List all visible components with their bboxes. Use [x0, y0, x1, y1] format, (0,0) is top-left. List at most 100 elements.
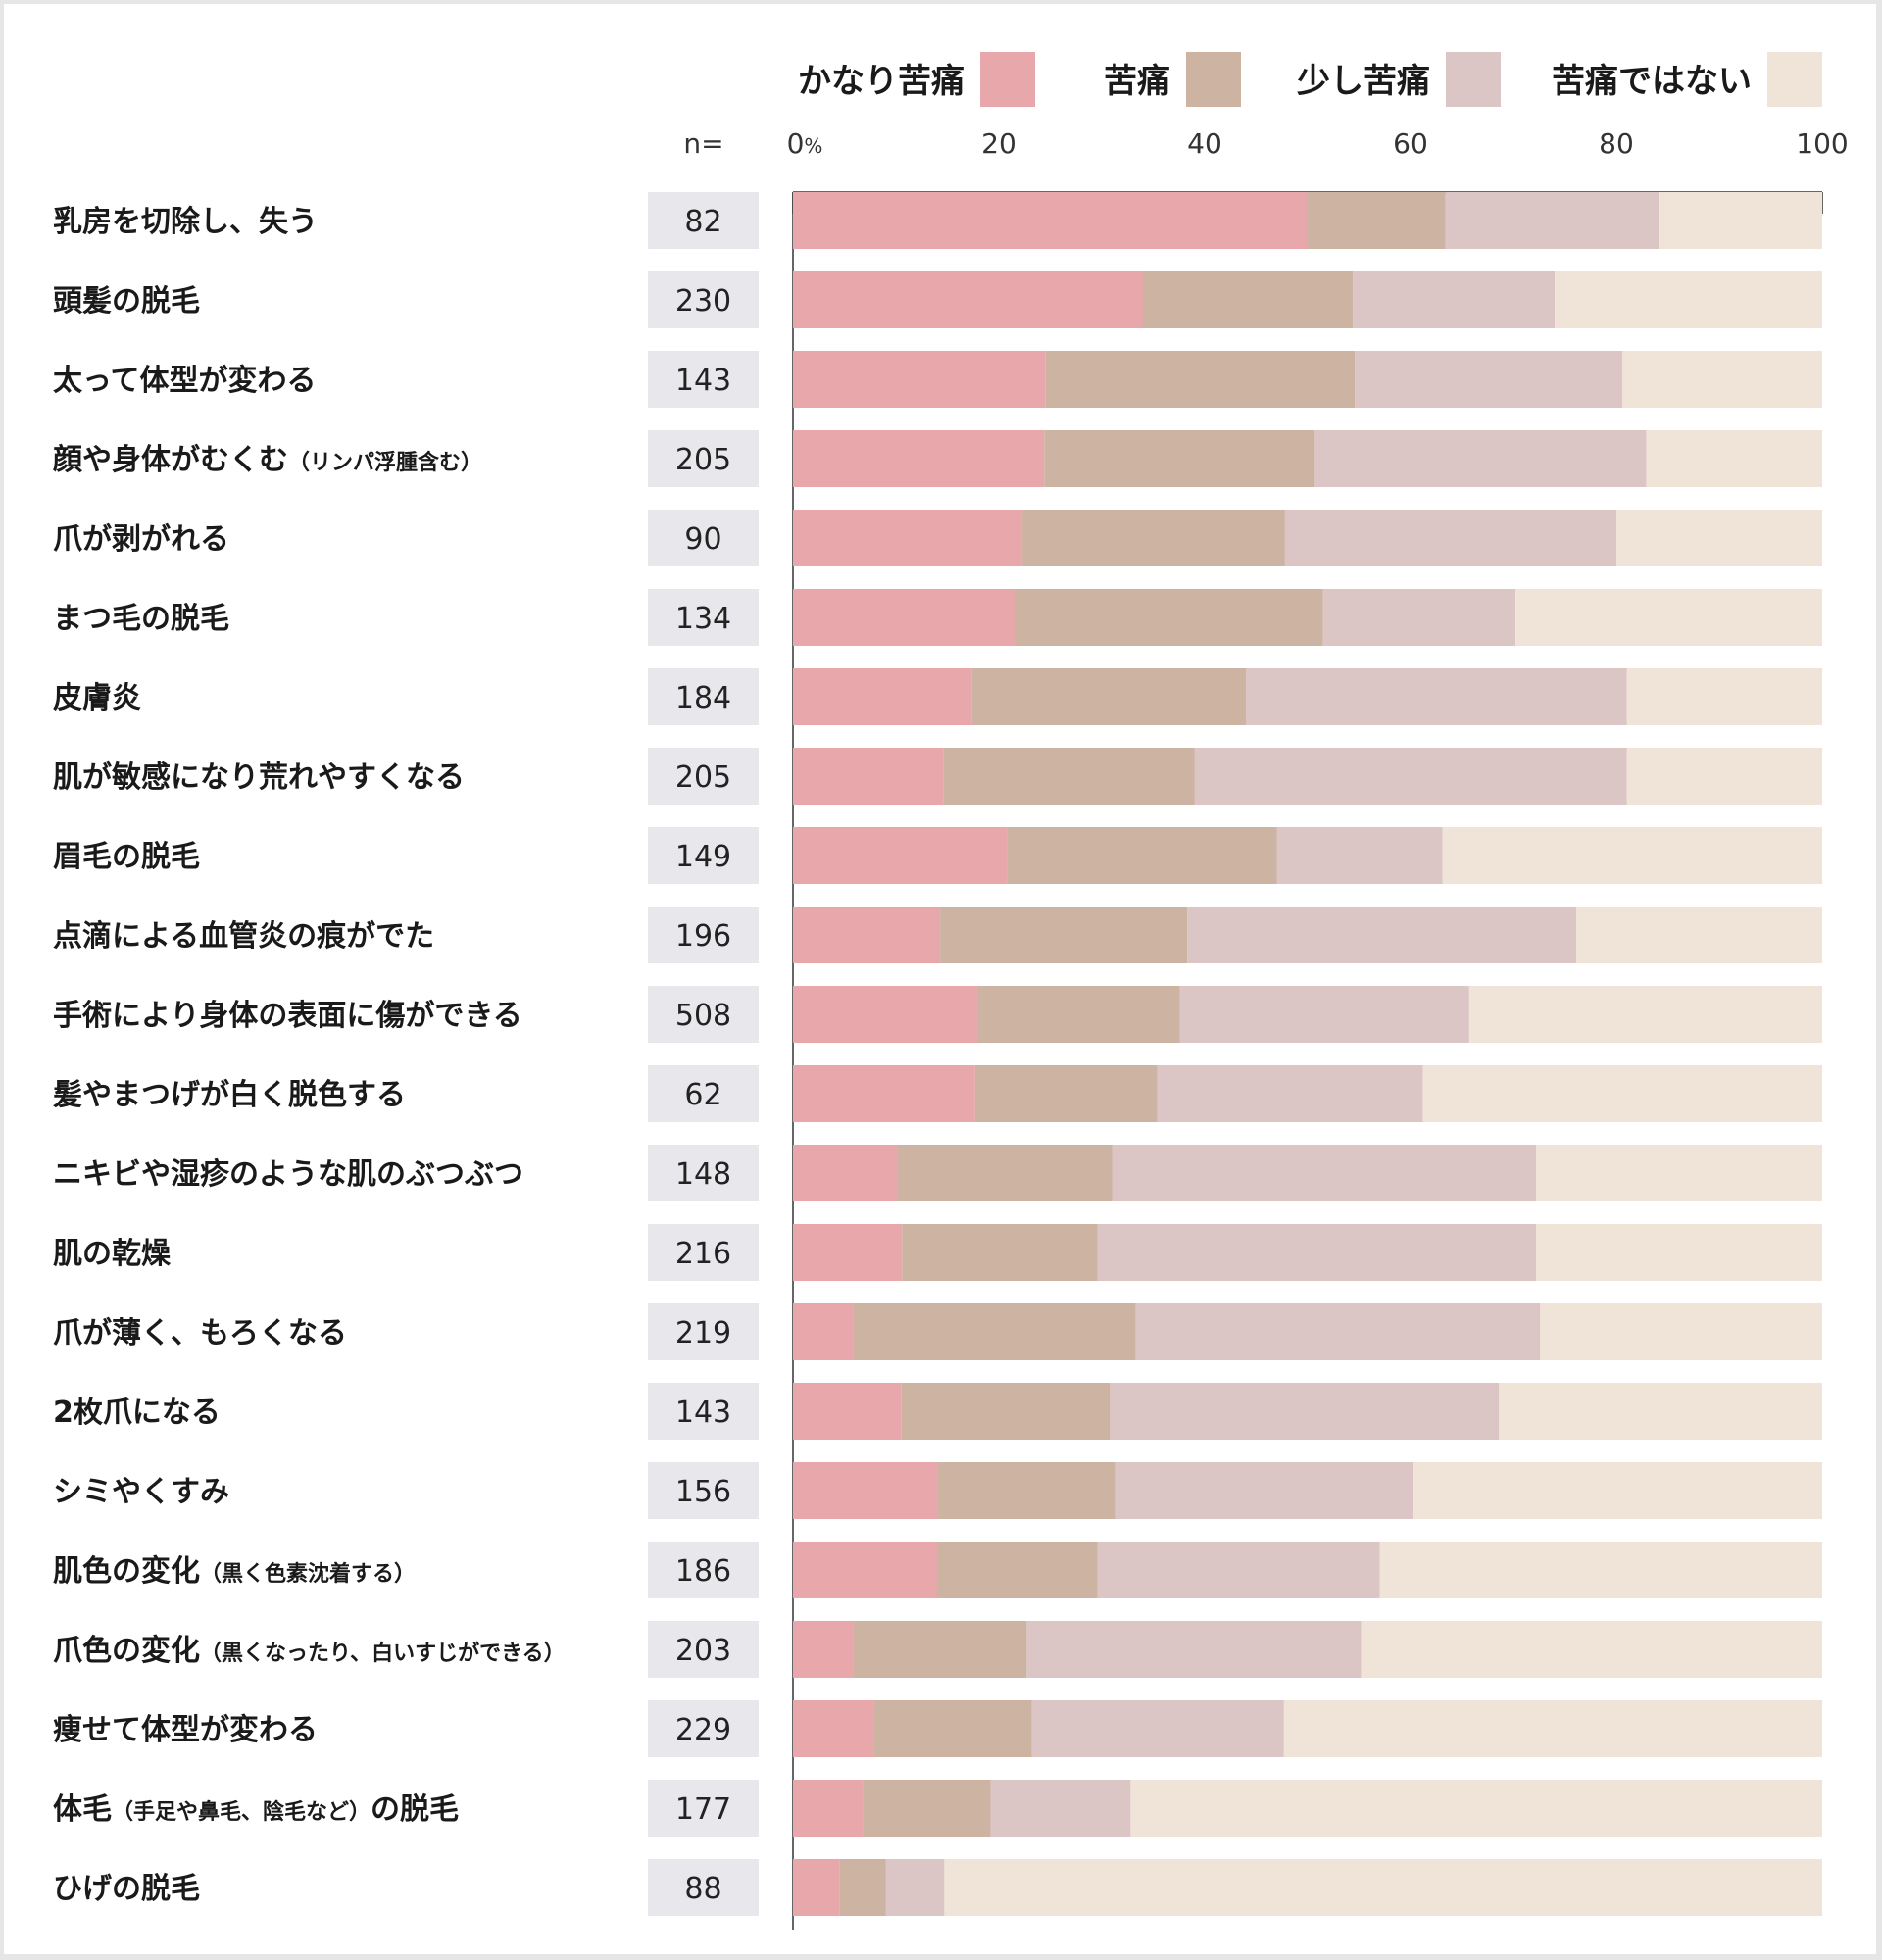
bar-segment — [1555, 271, 1822, 328]
chart-row: 太って体型が変わる 143 — [53, 351, 1822, 408]
n-value: 219 — [675, 1316, 731, 1350]
bar-segment — [944, 1859, 1822, 1916]
chart-frame: かなり苦痛 苦痛 少し苦痛 苦痛ではない n= 0% 20 40 60 80 100 乳房を切除し… — [4, 4, 1876, 1954]
n-box — [648, 1542, 759, 1598]
n-value: 88 — [684, 1872, 721, 1906]
legend-label: 苦痛ではない — [1552, 62, 1752, 101]
n-box — [648, 1621, 759, 1678]
bar-segment — [1540, 1303, 1822, 1360]
n-box — [648, 1859, 759, 1916]
n-box — [648, 1780, 759, 1837]
bar-segment — [902, 1224, 1098, 1281]
bar-segment — [1283, 1700, 1822, 1757]
chart-row: シミやくすみ 156 — [53, 1462, 1822, 1519]
chart-row: 肌が敏感になり荒れやすくなる 205 — [53, 748, 1822, 805]
n-value: 156 — [675, 1475, 731, 1509]
bar-segment — [1179, 986, 1469, 1043]
bar-segment — [1646, 430, 1822, 487]
chart-row: 肌色の変化（黒く色素沈着する） 186 — [53, 1542, 1822, 1598]
tick-label: 100 — [1796, 127, 1848, 160]
bar-segment — [1314, 430, 1647, 487]
chart-row: 眉毛の脱毛 149 — [53, 827, 1822, 884]
tick-label: 0% — [787, 127, 823, 160]
row-label: ニキビや湿疹のような肌のぶつぶつ — [53, 1157, 523, 1192]
row-label: 体毛（手足や鼻毛、陰毛など）の脱毛 — [53, 1792, 459, 1827]
n-box — [648, 192, 759, 249]
chart-row: 体毛（手足や鼻毛、陰毛など）の脱毛 177 — [53, 1780, 1822, 1837]
row-label: 顔や身体がむくむ（リンパ浮腫含む） — [53, 443, 482, 477]
chart-row: 2枚爪になる 143 — [53, 1383, 1822, 1440]
bar-segment — [1322, 589, 1516, 646]
bar-segment — [793, 1700, 874, 1757]
bar-segment — [793, 1621, 854, 1678]
n-box — [648, 986, 759, 1043]
bar-segment — [1413, 1462, 1822, 1519]
bar-segment — [1284, 510, 1616, 566]
legend-swatch — [1186, 52, 1241, 107]
bar-segment — [1276, 827, 1443, 884]
legend: かなり苦痛 苦痛 少し苦痛 苦痛ではない — [798, 52, 1822, 107]
bar-segment — [793, 589, 1015, 646]
n-box — [648, 1700, 759, 1757]
chart-row: 髪やまつげが白く脱色する 62 — [52, 1065, 1822, 1122]
bar-segment — [1031, 1700, 1284, 1757]
n-value: 205 — [675, 443, 731, 477]
n-value: 205 — [675, 760, 731, 795]
row-label: まつ毛の脱毛 — [53, 602, 229, 636]
bar-segment — [839, 1859, 886, 1916]
bar-segment — [793, 748, 944, 805]
tick-label: 20 — [981, 127, 1016, 160]
row-label: 点滴による血管炎の痕がでた — [53, 919, 434, 954]
row-label: 爪が剥がれる — [53, 522, 229, 557]
bar-segment — [853, 1621, 1027, 1678]
row-label: 皮膚炎 — [53, 681, 141, 715]
n-value: 186 — [675, 1554, 731, 1589]
bar-segment — [885, 1859, 945, 1916]
bar-segment — [1007, 827, 1277, 884]
bar-segment — [1015, 589, 1323, 646]
n-box — [648, 1462, 759, 1519]
chart-row: 頭髪の脱毛 230 — [53, 271, 1822, 328]
n-value: 216 — [675, 1237, 731, 1271]
row-label: 乳房を切除し、失う — [53, 205, 318, 239]
n-box — [648, 827, 759, 884]
n-box — [648, 351, 759, 408]
bar-segment — [853, 1303, 1136, 1360]
n-value: 90 — [684, 522, 721, 557]
n-header: n= — [683, 127, 723, 160]
bar-segment — [1246, 668, 1627, 725]
legend-label: かなり苦痛 — [798, 62, 965, 101]
chart-rows: 乳房を切除し、失う 82 頭髪の脱毛 230 太って体型が変わる 143 顔や身体がむくむ（… — [52, 192, 1822, 1916]
bar-segment — [793, 1145, 898, 1201]
row-label: 2枚爪になる — [53, 1396, 221, 1430]
n-value: 177 — [675, 1792, 731, 1827]
bar-segment — [793, 1780, 864, 1837]
bar-segment — [793, 1859, 840, 1916]
bar-segment — [1097, 1542, 1380, 1598]
chart-row: 爪が剥がれる 90 — [53, 510, 1822, 566]
chart-row: ニキビや湿疹のような肌のぶつぶつ 148 — [53, 1145, 1822, 1201]
n-value: 229 — [675, 1713, 731, 1747]
bar-segment — [1659, 192, 1822, 249]
bar-segment — [943, 748, 1195, 805]
bar-segment — [1616, 510, 1822, 566]
n-value: 148 — [675, 1157, 731, 1192]
bar-segment — [793, 1065, 975, 1122]
bar-segment — [793, 351, 1046, 408]
bar-segment — [897, 1145, 1113, 1201]
bar-segment — [937, 1542, 1098, 1598]
bar-segment — [793, 1303, 854, 1360]
row-label: 髪やまつげが白く脱色する — [52, 1078, 406, 1112]
bar-segment — [974, 1065, 1158, 1122]
bar-segment — [1097, 1224, 1537, 1281]
n-value: 149 — [675, 840, 731, 874]
tick-label: 60 — [1393, 127, 1428, 160]
bar-segment — [793, 1462, 939, 1519]
n-box — [648, 1065, 759, 1122]
bar-segment — [793, 1224, 903, 1281]
row-label: 痩せて体型が変わる — [53, 1713, 318, 1747]
bar-segment — [1157, 1065, 1423, 1122]
bar-segment — [1576, 906, 1822, 963]
bar-segment — [1622, 351, 1822, 408]
bar-segment — [1044, 430, 1315, 487]
